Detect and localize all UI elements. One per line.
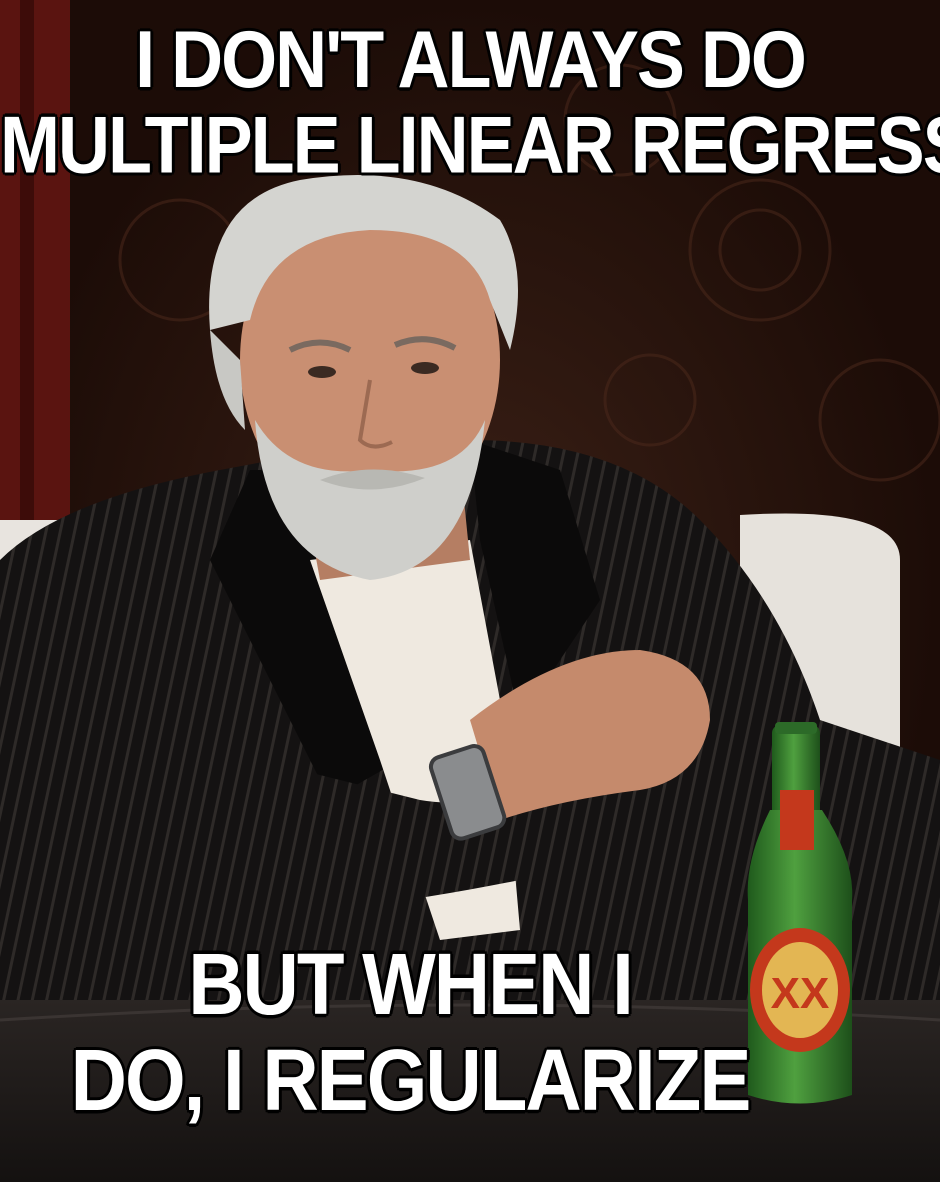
curtain (0, 0, 70, 560)
beer-bottle: XX (747, 722, 853, 1104)
arm (0, 680, 520, 923)
bottom-caption: BUT WHEN I DO, I REGULARIZE (0, 934, 880, 1133)
curtain-fold (20, 0, 34, 560)
face (240, 195, 500, 525)
nose (357, 379, 393, 449)
bottom-caption-line-2: DO, I REGULARIZE (69, 1030, 753, 1130)
bottom-caption-line-1: BUT WHEN I (187, 934, 636, 1033)
jacket-lapel-left (210, 470, 400, 800)
beard (255, 420, 485, 580)
eye-left (308, 366, 336, 378)
top-caption-line-1: I DON'T ALWAYS DO (134, 15, 809, 106)
hand (470, 650, 710, 820)
top-caption: I DON'T ALWAYS DO MULTIPLE LINEAR REGRES… (0, 15, 940, 191)
hair (209, 175, 518, 350)
eyebrow-right (393, 336, 457, 351)
eye-right (411, 362, 439, 374)
top-caption-line-2: MULTIPLE LINEAR REGRESSION (0, 100, 940, 191)
bottle-neck-label (780, 790, 814, 850)
mustache (320, 469, 425, 490)
hair-side (210, 330, 245, 430)
wristwatch (428, 744, 507, 841)
eyebrow-left (288, 339, 352, 353)
jacket-lapel-right (470, 440, 600, 720)
bottle-label-text: XX (771, 969, 830, 1018)
